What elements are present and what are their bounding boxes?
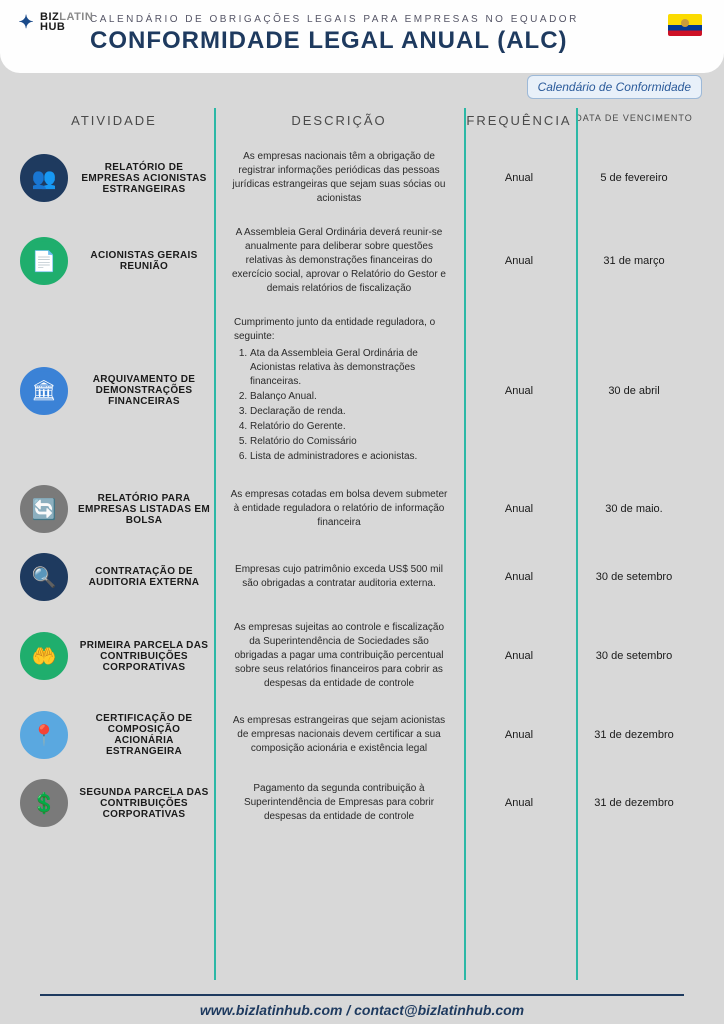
row-icon-cell: 🤲 [14, 632, 74, 680]
row-activity: CONTRATAÇÃO DE AUDITORIA EXTERNA [74, 566, 214, 588]
col-activity: ATIVIDADE [14, 113, 214, 128]
row-description: A Assembleia Geral Ordinária deverá reun… [214, 226, 464, 296]
row-duedate: 30 de setembro [574, 650, 694, 662]
row-duedate: 31 de dezembro [574, 797, 694, 809]
table-row: 🤲PRIMEIRA PARCELA DAS CONTRIBUIÇÕES CORP… [14, 611, 710, 701]
table-row: 🔄RELATÓRIO PARA EMPRESAS LISTADAS EM BOL… [14, 475, 710, 543]
page-subtitle: CALENDÁRIO DE OBRIGAÇÕES LEGAIS PARA EMP… [20, 12, 704, 25]
footer: www.bizlatinhub.com / contact@bizlatinhu… [0, 994, 724, 1018]
row-icon-cell: 📄 [14, 237, 74, 285]
footer-divider [40, 994, 684, 996]
row-icon-cell: 💲 [14, 779, 74, 827]
row-frequency: Anual [464, 503, 574, 515]
row-duedate: 31 de março [574, 255, 694, 267]
row-frequency: Anual [464, 255, 574, 267]
table-row: 👥RELATÓRIO DE EMPRESAS ACIONISTAS ESTRAN… [14, 140, 710, 216]
row-icon: 📄 [20, 237, 68, 285]
row-frequency: Anual [464, 571, 574, 583]
row-activity: RELATÓRIO DE EMPRESAS ACIONISTAS ESTRANG… [74, 162, 214, 195]
row-frequency: Anual [464, 385, 574, 397]
col-description: DESCRIÇÃO [214, 113, 464, 128]
row-icon-cell: 🔍 [14, 553, 74, 601]
row-icon: 💲 [20, 779, 68, 827]
row-activity: PRIMEIRA PARCELA DAS CONTRIBUIÇÕES CORPO… [74, 640, 214, 673]
row-description: As empresas cotadas em bolsa devem subme… [214, 488, 464, 530]
row-description: Pagamento da segunda contribuição à Supe… [214, 782, 464, 824]
row-duedate: 30 de abril [574, 385, 694, 397]
column-headers: ATIVIDADE DESCRIÇÃO FREQUÊNCIA DATA DE V… [14, 113, 710, 128]
row-icon: 🏛 [20, 367, 68, 415]
row-activity: RELATÓRIO PARA EMPRESAS LISTADAS EM BOLS… [74, 493, 214, 526]
row-icon: 🤲 [20, 632, 68, 680]
table: 👥RELATÓRIO DE EMPRESAS ACIONISTAS ESTRAN… [14, 136, 710, 837]
row-activity: CERTIFICAÇÃO DE COMPOSIÇÃO ACIONÁRIA EST… [74, 713, 214, 757]
row-icon: 📍 [20, 711, 68, 759]
row-activity: ARQUIVAMENTO DE DEMONSTRAÇÕES FINANCEIRA… [74, 374, 214, 407]
table-row: 🏛ARQUIVAMENTO DE DEMONSTRAÇÕES FINANCEIR… [14, 306, 710, 475]
row-description: Cumprimento junto da entidade reguladora… [214, 316, 464, 465]
table-row: 🔍 CONTRATAÇÃO DE AUDITORIA EXTERNAEmpresa… [14, 543, 710, 611]
row-icon-cell: 🔄 [14, 485, 74, 533]
row-description: As empresas sujeitas ao controle e fisca… [214, 621, 464, 691]
content: ATIVIDADE DESCRIÇÃO FREQUÊNCIA DATA DE V… [0, 73, 724, 837]
row-description: Empresas cujo patrimônio exceda US$ 500 … [214, 563, 464, 591]
row-icon-cell: 🏛 [14, 367, 74, 415]
page-title: CONFORMIDADE LEGAL ANUAL (ALC) [20, 25, 704, 55]
row-icon-cell: 📍 [14, 711, 74, 759]
row-frequency: Anual [464, 729, 574, 741]
row-icon-cell: 👥 [14, 154, 74, 202]
brand-logo-icon: ✦ [14, 10, 38, 34]
brand-logo: ✦ BIZLATIN HUB [14, 10, 93, 34]
compliance-badge: Calendário de Conformidade [527, 75, 702, 99]
table-divider [464, 108, 466, 980]
row-activity: ACIONISTAS GERAIS REUNIÃO [74, 250, 214, 272]
col-duedate: DATA DE VENCIMENTO [574, 113, 694, 128]
header: ✦ BIZLATIN HUB CALENDÁRIO DE OBRIGAÇÕES … [0, 0, 724, 73]
row-duedate: 31 de dezembro [574, 729, 694, 741]
footer-text: www.bizlatinhub.com / contact@bizlatinhu… [200, 1002, 524, 1018]
flag-ecuador-icon [668, 14, 702, 36]
row-frequency: Anual [464, 797, 574, 809]
row-icon: 🔄 [20, 485, 68, 533]
brand-part3: HUB [40, 22, 93, 32]
row-duedate: 30 de setembro [574, 571, 694, 583]
row-frequency: Anual [464, 172, 574, 184]
row-frequency: Anual [464, 650, 574, 662]
table-divider [576, 108, 578, 980]
row-icon: 🔍 [20, 553, 68, 601]
brand-logo-text: BIZLATIN HUB [40, 12, 93, 32]
table-row: 📄 ACIONISTAS GERAIS REUNIÃOA Assembleia G… [14, 216, 710, 306]
col-frequency: FREQUÊNCIA [464, 113, 574, 128]
table-row: 💲SEGUNDA PARCELA DAS CONTRIBUIÇÕES CORPO… [14, 769, 710, 837]
row-activity: SEGUNDA PARCELA DAS CONTRIBUIÇÕES CORPOR… [74, 787, 214, 820]
row-icon: 👥 [20, 154, 68, 202]
row-duedate: 30 de maio. [574, 503, 694, 515]
table-row: 📍CERTIFICAÇÃO DE COMPOSIÇÃO ACIONÁRIA ES… [14, 701, 710, 769]
row-description: As empresas estrangeiras que sejam acion… [214, 714, 464, 756]
row-description: As empresas nacionais têm a obrigação de… [214, 150, 464, 206]
table-divider [214, 108, 216, 980]
row-duedate: 5 de fevereiro [574, 172, 694, 184]
